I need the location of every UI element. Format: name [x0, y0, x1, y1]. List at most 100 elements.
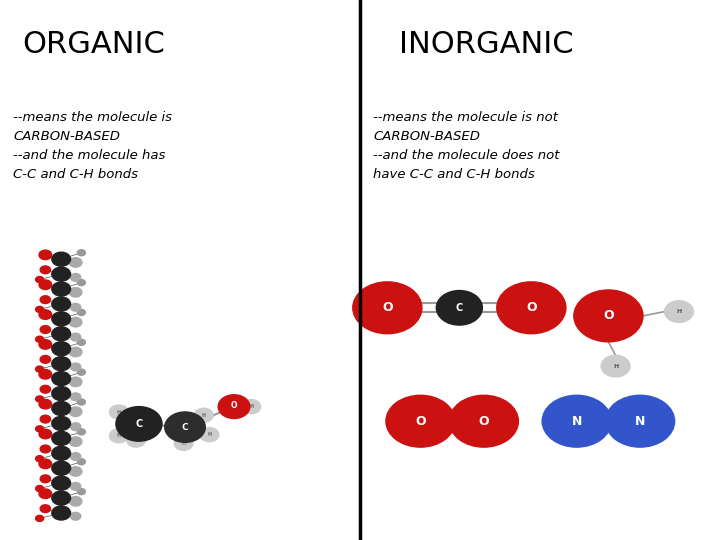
- Circle shape: [40, 326, 50, 333]
- Circle shape: [71, 393, 81, 401]
- Circle shape: [77, 309, 86, 315]
- Circle shape: [71, 453, 81, 461]
- Circle shape: [52, 342, 71, 356]
- Circle shape: [77, 339, 86, 345]
- Circle shape: [40, 296, 50, 303]
- Circle shape: [39, 280, 52, 289]
- Circle shape: [71, 512, 81, 520]
- Text: H: H: [249, 404, 253, 409]
- Circle shape: [35, 456, 44, 462]
- Text: H: H: [117, 433, 121, 438]
- Circle shape: [77, 249, 86, 256]
- Circle shape: [69, 407, 82, 416]
- Circle shape: [39, 489, 52, 498]
- Circle shape: [35, 306, 44, 313]
- Circle shape: [71, 483, 81, 490]
- Circle shape: [116, 407, 162, 441]
- Circle shape: [35, 276, 44, 282]
- Circle shape: [39, 369, 52, 379]
- Circle shape: [52, 267, 71, 281]
- Circle shape: [52, 387, 71, 401]
- Circle shape: [52, 491, 71, 505]
- Text: INORGANIC: INORGANIC: [399, 30, 573, 59]
- Circle shape: [52, 446, 71, 460]
- Circle shape: [35, 515, 44, 522]
- Circle shape: [40, 475, 50, 483]
- Text: --means the molecule is not
CARBON-BASED
--and the molecule does not
have C-C an: --means the molecule is not CARBON-BASED…: [373, 111, 559, 181]
- Text: O: O: [479, 415, 489, 428]
- Circle shape: [69, 467, 82, 476]
- Circle shape: [52, 372, 71, 386]
- Text: H: H: [202, 413, 206, 418]
- Circle shape: [165, 412, 205, 442]
- Circle shape: [71, 273, 81, 281]
- Text: ORGANIC: ORGANIC: [22, 30, 165, 59]
- Circle shape: [601, 355, 630, 377]
- Circle shape: [606, 395, 675, 447]
- Circle shape: [69, 318, 82, 327]
- Text: H: H: [676, 309, 682, 314]
- Text: O: O: [382, 301, 392, 314]
- Circle shape: [35, 336, 44, 342]
- Circle shape: [40, 386, 50, 393]
- Text: H: H: [181, 441, 186, 446]
- Circle shape: [71, 303, 81, 311]
- Circle shape: [386, 395, 455, 447]
- Circle shape: [174, 436, 193, 450]
- Circle shape: [71, 423, 81, 430]
- Circle shape: [39, 459, 52, 469]
- Circle shape: [542, 395, 611, 447]
- Circle shape: [39, 250, 52, 260]
- Circle shape: [77, 458, 86, 465]
- Circle shape: [52, 461, 71, 475]
- Circle shape: [218, 395, 250, 418]
- Circle shape: [69, 258, 82, 267]
- Circle shape: [449, 395, 518, 447]
- Circle shape: [71, 333, 81, 341]
- Circle shape: [665, 301, 693, 322]
- Text: C: C: [456, 303, 463, 313]
- Circle shape: [69, 377, 82, 387]
- Circle shape: [35, 396, 44, 402]
- Circle shape: [436, 291, 482, 325]
- Circle shape: [200, 428, 219, 442]
- Circle shape: [242, 400, 261, 414]
- Text: O: O: [526, 301, 536, 314]
- Text: H: H: [613, 363, 618, 369]
- Circle shape: [52, 327, 71, 341]
- Text: N: N: [635, 415, 645, 428]
- Text: H: H: [207, 432, 212, 437]
- Circle shape: [52, 506, 71, 520]
- Circle shape: [52, 357, 71, 371]
- Circle shape: [40, 415, 50, 423]
- Circle shape: [194, 408, 213, 422]
- Circle shape: [69, 347, 82, 357]
- Circle shape: [35, 366, 44, 372]
- Circle shape: [69, 497, 82, 506]
- Circle shape: [52, 312, 71, 326]
- Circle shape: [39, 429, 52, 439]
- Circle shape: [77, 489, 86, 495]
- Circle shape: [52, 476, 71, 490]
- Text: O: O: [230, 401, 238, 410]
- Text: H: H: [134, 437, 138, 443]
- Circle shape: [40, 355, 50, 363]
- Circle shape: [52, 252, 71, 266]
- Text: H: H: [117, 409, 121, 415]
- Circle shape: [35, 485, 44, 491]
- Circle shape: [35, 426, 44, 432]
- Circle shape: [77, 280, 86, 286]
- Circle shape: [69, 287, 82, 297]
- Circle shape: [52, 401, 71, 415]
- Circle shape: [52, 431, 71, 446]
- Circle shape: [40, 505, 50, 512]
- Circle shape: [39, 400, 52, 409]
- Circle shape: [574, 290, 643, 342]
- Text: C: C: [181, 423, 189, 431]
- Circle shape: [353, 282, 422, 334]
- Circle shape: [69, 437, 82, 447]
- Circle shape: [77, 399, 86, 405]
- Circle shape: [52, 297, 71, 311]
- Circle shape: [127, 433, 145, 447]
- Circle shape: [40, 266, 50, 274]
